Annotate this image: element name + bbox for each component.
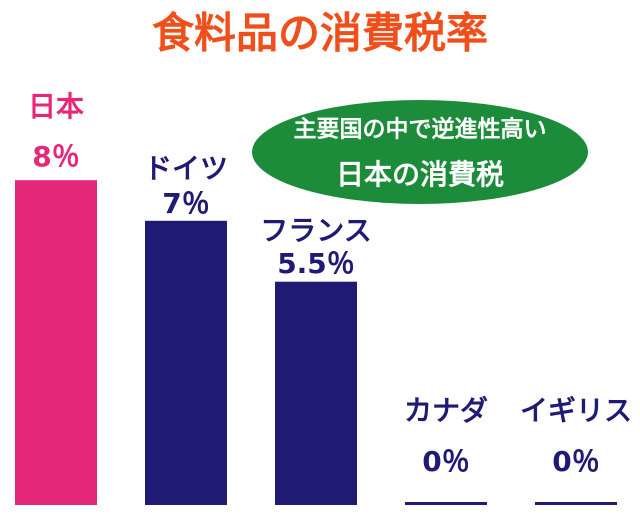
value-label: 8％ (32, 140, 79, 173)
chart-title: 食料品の消費税率 (152, 9, 488, 58)
value-label: 0％ (422, 445, 469, 478)
category-label: イギリス (520, 394, 632, 427)
category-label: フランス (260, 214, 371, 247)
bar (405, 502, 487, 505)
annotation-line: 主要国の中で逆進性高い (294, 116, 547, 143)
bar (145, 220, 227, 506)
value-label: 7％ (162, 187, 209, 220)
value-label: 0％ (552, 445, 599, 478)
bar (275, 281, 357, 505)
category-label: カナダ (404, 394, 488, 427)
category-label: ドイツ (144, 152, 228, 185)
annotation-line: 日本の消費税 (336, 158, 504, 191)
bar (15, 180, 97, 505)
category-label: 日本 (28, 90, 84, 123)
value-label: 5.5％ (277, 247, 355, 280)
bar (535, 502, 617, 505)
annotation-bubble (252, 100, 588, 204)
